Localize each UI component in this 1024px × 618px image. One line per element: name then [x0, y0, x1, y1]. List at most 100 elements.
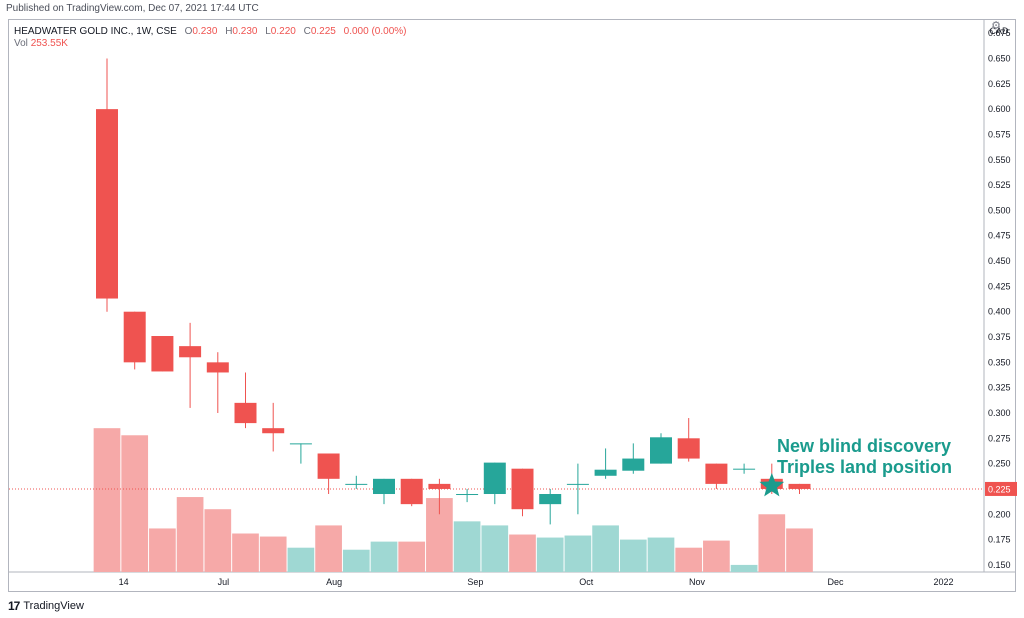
candle-body[interactable]: [428, 483, 451, 489]
volume-bar: [176, 497, 204, 572]
volume-label: Vol: [14, 38, 28, 49]
x-tick-label: Sep: [467, 577, 483, 587]
candle-body[interactable]: [317, 453, 340, 479]
volume-bar: [342, 549, 370, 572]
close-value: 0.225: [310, 26, 336, 37]
published-caption: Published on TradingView.com, Dec 07, 20…: [6, 3, 259, 14]
volume-bar: [758, 514, 786, 572]
candle-body[interactable]: [179, 346, 202, 358]
change-value: 0.000 (0.00%): [343, 26, 407, 37]
x-tick-label: 14: [119, 577, 129, 587]
candle-body[interactable]: [96, 109, 118, 299]
y-tick-label: 0.450: [988, 256, 1011, 266]
chart-frame: [8, 19, 1016, 592]
y-tick-label: 0.375: [988, 332, 1011, 342]
close-label: C: [303, 26, 311, 37]
volume-bar: [481, 525, 509, 572]
volume-bar: [315, 525, 342, 572]
annotation-text: New blind discovery: [777, 436, 951, 456]
tradingview-logo[interactable]: 17 TradingView: [8, 599, 84, 613]
volume-bar: [703, 540, 730, 572]
volume-value: 253.55K: [30, 38, 68, 49]
y-tick-label: 0.350: [988, 357, 1011, 367]
tradingview-mark-icon: 17: [8, 599, 20, 613]
y-tick-label: 0.175: [988, 535, 1011, 545]
volume-bar: [536, 537, 564, 572]
y-tick-label: 0.650: [988, 53, 1011, 63]
candle-body[interactable]: [650, 437, 672, 464]
candle-body[interactable]: [262, 428, 285, 434]
y-tick-label: 0.200: [988, 509, 1011, 519]
candle-body[interactable]: [677, 438, 700, 459]
candle-body[interactable]: [788, 483, 811, 489]
volume-bar: [204, 509, 232, 572]
candle-body[interactable]: [456, 494, 479, 496]
y-tick-label: 0.675: [988, 28, 1011, 38]
candle-body[interactable]: [373, 478, 395, 495]
candle-body[interactable]: [566, 483, 589, 485]
y-tick-label: 0.500: [988, 205, 1011, 215]
last-price-badge: [985, 481, 1017, 496]
volume-bar: [398, 541, 426, 572]
x-tick-label: Dec: [828, 577, 845, 587]
y-tick-label: 0.550: [988, 155, 1011, 165]
x-tick-label: 2022: [934, 577, 954, 587]
y-tick-label: 0.150: [988, 560, 1011, 570]
y-tick-label: 0.250: [988, 459, 1011, 469]
y-tick-label: 0.625: [988, 79, 1011, 89]
volume-bar: [675, 547, 703, 572]
symbol-legend: HEADWATER GOLD INC., 1W, CSE O0.230 H0.2…: [14, 25, 406, 38]
candle-body[interactable]: [622, 458, 645, 471]
candle-body[interactable]: [289, 443, 312, 445]
open-label: O: [184, 26, 193, 37]
high-label: H: [225, 26, 233, 37]
volume-legend: Vol 253.55K: [14, 38, 68, 49]
volume-bar: [453, 521, 481, 572]
y-tick-label: 0.400: [988, 307, 1011, 317]
candle-body[interactable]: [345, 483, 368, 485]
candle-body[interactable]: [539, 494, 562, 505]
x-tick-label: Jul: [218, 577, 230, 587]
x-tick-label: Aug: [326, 577, 342, 587]
symbol-title[interactable]: HEADWATER GOLD INC., 1W, CSE: [14, 26, 177, 37]
last-price-label: 0.225: [988, 484, 1011, 494]
candle-body[interactable]: [123, 311, 146, 363]
open-value: 0.230: [192, 26, 218, 37]
candle-body[interactable]: [234, 402, 257, 424]
volume-bar: [786, 528, 813, 572]
candle-body[interactable]: [151, 336, 174, 372]
high-value: 0.230: [232, 26, 258, 37]
volume-bar: [121, 435, 149, 572]
volume-bar: [592, 525, 619, 572]
low-value: 0.220: [270, 26, 296, 37]
candle-body[interactable]: [206, 362, 229, 373]
candle-body[interactable]: [733, 468, 756, 470]
y-tick-label: 0.425: [988, 281, 1011, 291]
x-tick-label: Oct: [579, 577, 594, 587]
volume-bar: [564, 535, 592, 572]
volume-bar: [93, 428, 121, 572]
volume-bar: [149, 528, 176, 572]
y-tick-label: 0.300: [988, 408, 1011, 418]
y-tick-label: 0.475: [988, 231, 1011, 241]
volume-bar: [259, 536, 287, 572]
candle-body[interactable]: [400, 478, 423, 505]
settings-icon[interactable]: ⚙: [991, 20, 1001, 32]
candle-body[interactable]: [483, 462, 506, 495]
star-marker-icon: [759, 472, 785, 497]
volume-bar: [730, 564, 758, 572]
tradingview-brand: TradingView: [23, 600, 84, 612]
volume-bar: [370, 541, 398, 572]
currency-label: CAD: [989, 26, 1009, 36]
y-tick-label: 0.575: [988, 129, 1011, 139]
low-label: L: [265, 26, 271, 37]
volume-bar: [232, 533, 259, 572]
candle-body[interactable]: [594, 469, 617, 476]
y-tick-label: 0.600: [988, 104, 1011, 114]
volume-bar: [287, 547, 315, 572]
candle-body[interactable]: [511, 468, 534, 510]
volume-bar: [619, 539, 647, 572]
y-tick-label: 0.325: [988, 383, 1011, 393]
candle-body[interactable]: [705, 463, 728, 484]
